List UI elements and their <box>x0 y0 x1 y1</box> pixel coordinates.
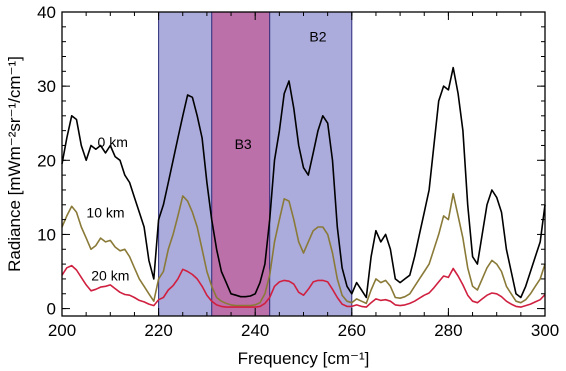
band-regions <box>158 11 353 317</box>
x-tick-label: 220 <box>144 321 172 340</box>
y-axis-label: Radiance [mWm⁻²sr⁻¹/cm⁻¹] <box>5 56 24 272</box>
x-axis-label: Frequency [cm⁻¹] <box>238 349 370 368</box>
x-tick-label: 240 <box>241 321 269 340</box>
x-tick-label: 300 <box>531 321 559 340</box>
annotation-b2: B2 <box>309 29 326 45</box>
annotation-0-km: 0 km <box>98 134 128 150</box>
axis-ticks: 200 220 240 260 280 300 0 10 20 30 40 <box>37 3 559 340</box>
x-tick-label: 200 <box>48 321 76 340</box>
y-tick-label: 20 <box>37 151 56 170</box>
band-b3 <box>211 11 271 317</box>
series-lines <box>61 66 546 308</box>
annotation-20-km: 20 km <box>91 267 129 283</box>
series-line-0 <box>61 66 546 299</box>
y-tick-label: 40 <box>37 3 56 22</box>
y-tick-label: 0 <box>47 300 56 319</box>
y-tick-label: 10 <box>37 225 56 244</box>
series-line-1 <box>61 192 546 307</box>
annotation-b3: B3 <box>235 136 252 152</box>
x-tick-label: 260 <box>338 321 366 340</box>
y-tick-label: 30 <box>37 77 56 96</box>
series-line-2 <box>61 264 546 308</box>
x-tick-label: 280 <box>434 321 462 340</box>
annotation-10-km: 10 km <box>86 204 124 220</box>
annotations: 0 km 10 km 20 km B3 B2 <box>86 29 326 284</box>
